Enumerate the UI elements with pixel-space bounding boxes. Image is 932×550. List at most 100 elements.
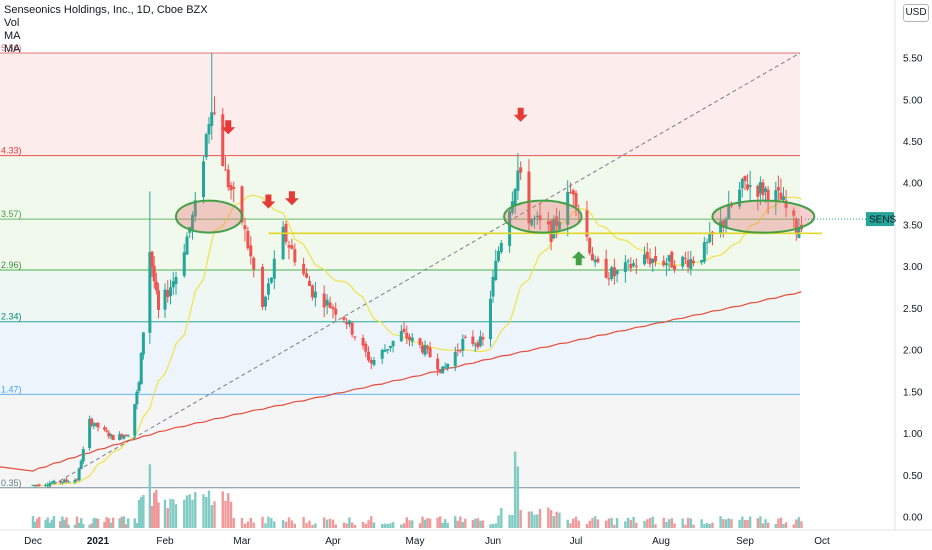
candle-body bbox=[353, 336, 357, 338]
indicator-vol[interactable]: Vol bbox=[4, 17, 20, 29]
currency-badge[interactable]: USD bbox=[903, 4, 929, 22]
volume-bar bbox=[391, 522, 395, 528]
candle-body bbox=[96, 422, 100, 428]
volume-bar bbox=[779, 517, 783, 528]
fib-band bbox=[0, 219, 800, 270]
candle-body bbox=[269, 277, 273, 283]
candle-body bbox=[426, 346, 430, 349]
volume-bar bbox=[607, 518, 611, 528]
volume-bar bbox=[651, 516, 654, 528]
candle-body bbox=[290, 245, 294, 249]
down-arrow-icon bbox=[221, 120, 236, 135]
volume-bar bbox=[107, 518, 111, 528]
time-tick-label: 2021 bbox=[87, 536, 110, 547]
price-tick-label: 5.00 bbox=[903, 95, 923, 106]
candle-body bbox=[166, 290, 170, 298]
volume-bar bbox=[261, 516, 264, 528]
volume-bar bbox=[118, 518, 121, 528]
volume-bar bbox=[290, 520, 294, 528]
candle-body bbox=[44, 484, 48, 486]
fib-label: 2.96) bbox=[1, 260, 22, 270]
volume-bar bbox=[727, 518, 730, 528]
volume-bar bbox=[604, 520, 608, 528]
candle-body bbox=[670, 251, 674, 268]
candle-body bbox=[662, 260, 666, 266]
candle-body bbox=[471, 336, 475, 345]
candle-body bbox=[632, 263, 636, 266]
fib-band bbox=[0, 269, 800, 322]
candle-body bbox=[347, 320, 351, 325]
volume-bar bbox=[555, 511, 558, 528]
indicator-ma-1[interactable]: MA bbox=[4, 30, 21, 42]
candle-body bbox=[692, 260, 696, 264]
volume-bar bbox=[748, 516, 752, 528]
candle-body bbox=[748, 185, 752, 188]
price-tick-label: 3.50 bbox=[903, 220, 923, 231]
candle-body bbox=[402, 328, 406, 332]
candle-body bbox=[596, 258, 600, 262]
ticker-badge bbox=[866, 212, 894, 227]
candle-body bbox=[443, 366, 447, 368]
candle-body bbox=[478, 336, 482, 346]
candle-body bbox=[124, 434, 128, 437]
candle-body bbox=[345, 322, 349, 325]
candle-body bbox=[232, 186, 236, 189]
volume-bar bbox=[77, 522, 81, 528]
volume-bar bbox=[516, 466, 520, 528]
candle-body bbox=[191, 214, 194, 230]
candle-body bbox=[476, 342, 480, 348]
volume-bar bbox=[792, 524, 795, 528]
volume-bar bbox=[52, 516, 56, 528]
volume-bar bbox=[287, 517, 291, 528]
volume-bar bbox=[311, 524, 314, 528]
candle-body bbox=[623, 262, 627, 273]
volume-bar bbox=[270, 518, 273, 528]
chart-title: Senseonics Holdings, Inc., 1D, Cboe BZX bbox=[4, 4, 208, 16]
volume-bar bbox=[759, 516, 762, 528]
candle-body bbox=[226, 169, 230, 188]
candle-body bbox=[453, 352, 457, 366]
candle-body bbox=[629, 263, 633, 269]
candle-body bbox=[305, 273, 309, 278]
volume-bar bbox=[155, 489, 158, 528]
fib-label: 0.35) bbox=[1, 478, 22, 488]
time-axis[interactable]: Dec 2021 Feb Mar Apr May Jun Jul Aug Sep Oct bbox=[0, 529, 932, 550]
price-tick-label: 4.50 bbox=[903, 137, 923, 148]
volume-bar bbox=[613, 524, 616, 528]
volume-bar bbox=[383, 523, 387, 528]
time-tick-label: Feb bbox=[156, 536, 174, 547]
volume-bar bbox=[513, 451, 517, 528]
candle-body bbox=[75, 479, 79, 481]
candle-body bbox=[35, 484, 39, 486]
down-arrow-icon bbox=[261, 194, 276, 209]
volume-bar bbox=[797, 517, 801, 528]
volume-bar bbox=[746, 520, 749, 528]
price-tick-label: 4.00 bbox=[903, 179, 923, 190]
candle-body bbox=[516, 170, 520, 191]
volume-bar bbox=[293, 523, 297, 528]
indicator-ma-2[interactable]: MA bbox=[4, 43, 21, 55]
volume-bar bbox=[724, 519, 728, 528]
time-axis-bg bbox=[0, 530, 932, 550]
candle-body bbox=[654, 256, 658, 262]
candle-body bbox=[494, 260, 498, 280]
candle-body bbox=[776, 187, 780, 191]
candle-body bbox=[446, 363, 450, 368]
highlight-ellipse bbox=[175, 199, 243, 234]
volume-bar bbox=[308, 520, 311, 528]
volume-bar bbox=[722, 519, 725, 528]
volume-bar bbox=[345, 523, 348, 528]
candle-body bbox=[456, 350, 460, 352]
candlesticks bbox=[31, 53, 803, 488]
volume-bar bbox=[500, 508, 503, 528]
volume-bar bbox=[436, 517, 439, 528]
volume-bar bbox=[105, 517, 108, 528]
candle-body bbox=[207, 124, 211, 135]
candle-body bbox=[380, 349, 384, 359]
candle-body bbox=[154, 281, 158, 291]
price-axis[interactable]: 5.50 5.00 4.50 4.00 3.50 3.00 2.50 2.00 1.50 1.00… bbox=[805, 0, 932, 550]
volume-bar bbox=[35, 518, 39, 528]
volume-bar bbox=[538, 508, 542, 528]
candle-body bbox=[746, 184, 750, 190]
